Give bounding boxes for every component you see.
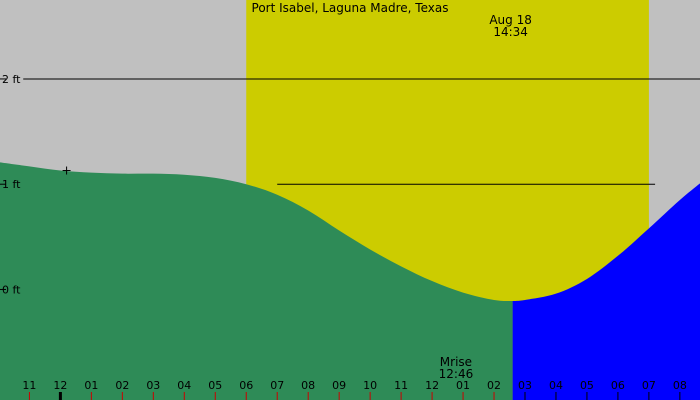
x-tick-label-8: 07 (270, 379, 284, 392)
x-tick-label-3: 02 (115, 379, 129, 392)
x-tick-label-0: 11 (22, 379, 36, 392)
x-tick-label-15: 02 (487, 379, 501, 392)
x-tick-label-9: 08 (301, 379, 315, 392)
cursor-time: 14:34 (493, 25, 528, 39)
x-tick-label-19: 06 (611, 379, 625, 392)
x-tick-label-12: 11 (394, 379, 408, 392)
x-tick-label-18: 05 (580, 379, 594, 392)
tide-area-future (512, 183, 700, 400)
y-tick-label-2: 0 ft (2, 283, 21, 296)
chart-title: Port Isabel, Laguna Madre, Texas (252, 1, 449, 15)
y-tick-label-1: 1 ft (2, 178, 21, 191)
x-tick-label-14: 01 (456, 379, 470, 392)
tide-area-past (0, 162, 513, 400)
x-tick-label-16: 03 (518, 379, 532, 392)
x-tick-label-20: 07 (642, 379, 656, 392)
x-tick-label-1: 12 (53, 379, 67, 392)
x-tick-label-4: 03 (146, 379, 160, 392)
x-tick-label-21: 08 (673, 379, 687, 392)
crosshair-marker (62, 166, 71, 175)
moon-event-label-1: Mrise (440, 355, 472, 369)
x-tick-label-17: 04 (549, 379, 563, 392)
moon-event-time-1: 12:46 (439, 367, 474, 381)
x-tick-label-2: 01 (84, 379, 98, 392)
x-tick-label-13: 12 (425, 379, 439, 392)
y-tick-label-0: 2 ft (2, 73, 21, 86)
x-tick-label-6: 05 (208, 379, 222, 392)
x-tick-label-11: 10 (363, 379, 377, 392)
x-tick-label-7: 06 (239, 379, 253, 392)
x-tick-label-10: 09 (332, 379, 346, 392)
cursor-date: Aug 18 (489, 13, 532, 27)
x-tick-label-5: 04 (177, 379, 191, 392)
